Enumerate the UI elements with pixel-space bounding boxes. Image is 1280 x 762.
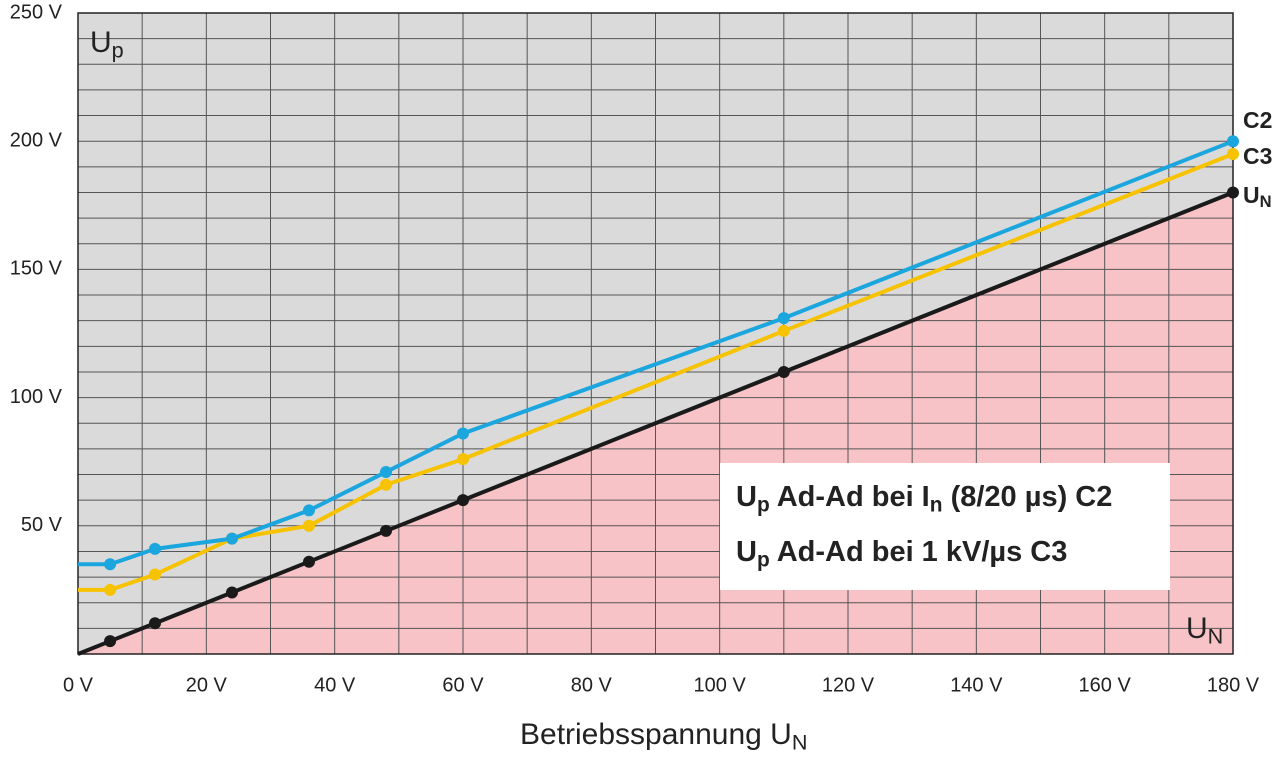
subscript: n	[930, 493, 943, 516]
text-part: U	[1243, 182, 1260, 208]
x-tick-label: 120 V	[822, 674, 875, 696]
data-point	[1227, 186, 1239, 199]
data-point	[149, 568, 161, 581]
data-point	[1227, 135, 1239, 148]
text-part: Ad-Ad bei 1 kV/µs C3	[770, 536, 1068, 568]
legend-entry: Up Ad-Ad bei In (8/20 µs) C2	[736, 481, 1112, 516]
x-tick-label: 40 V	[314, 674, 356, 696]
data-point	[104, 583, 117, 596]
x-tick-label: 80 V	[571, 674, 613, 696]
x-tick-label: 140 V	[950, 674, 1003, 696]
y-tick-label: 100 V	[10, 386, 63, 408]
text-part: (8/20 µs) C2	[943, 481, 1113, 513]
text-part: U	[736, 536, 757, 568]
data-point	[777, 312, 790, 325]
x-tick-label: 160 V	[1079, 674, 1132, 696]
subscript: N	[792, 729, 808, 754]
data-point	[303, 504, 315, 517]
y-axis-title: Up	[90, 26, 124, 62]
text-part: U	[736, 481, 757, 513]
data-point	[777, 365, 790, 378]
legend-box	[720, 463, 1170, 590]
x-tick-label: 60 V	[442, 674, 484, 696]
subscript: N	[1208, 623, 1224, 648]
x-axis-title: Betriebsspannung UN	[520, 718, 807, 754]
text-part: Ad-Ad bei I	[770, 481, 930, 513]
plot-frame	[77, 12, 1234, 655]
x-tick-label: 0 V	[63, 674, 94, 696]
text-part: Betriebsspannung U	[520, 718, 792, 751]
series-end-label: UN	[1243, 182, 1272, 211]
series-end-label: C3	[1243, 143, 1272, 169]
data-point	[1227, 148, 1239, 161]
subscript: p	[757, 493, 770, 516]
y-tick-label: 150 V	[10, 258, 63, 280]
text-part: U	[1186, 612, 1208, 645]
data-point	[457, 494, 469, 507]
x-tick-label: 20 V	[186, 674, 228, 696]
y-tick-label: 50 V	[21, 514, 63, 536]
legend-entry: Up Ad-Ad bei 1 kV/µs C3	[736, 536, 1067, 571]
series-end-label: C2	[1243, 107, 1272, 133]
data-point	[104, 635, 117, 648]
data-point	[457, 427, 469, 440]
x-tick-label: 180 V	[1207, 674, 1260, 696]
data-point	[777, 324, 790, 337]
y-tick-label: 200 V	[10, 129, 63, 151]
subscript: N	[1260, 192, 1272, 211]
data-point	[380, 524, 392, 537]
data-point	[226, 586, 238, 599]
data-point	[303, 555, 315, 568]
subscript: p	[112, 37, 124, 62]
data-point	[149, 617, 161, 630]
data-point	[380, 465, 392, 478]
data-point	[380, 478, 392, 491]
data-point	[457, 453, 469, 466]
x-corner-title: UN	[1186, 612, 1223, 648]
data-point	[226, 532, 238, 545]
data-point	[104, 558, 117, 571]
y-tick-label: 250 V	[10, 1, 63, 23]
data-point	[303, 519, 315, 532]
text-part: U	[90, 26, 112, 59]
subscript: p	[757, 548, 770, 571]
x-tick-label: 100 V	[694, 674, 747, 696]
data-point	[149, 542, 161, 555]
